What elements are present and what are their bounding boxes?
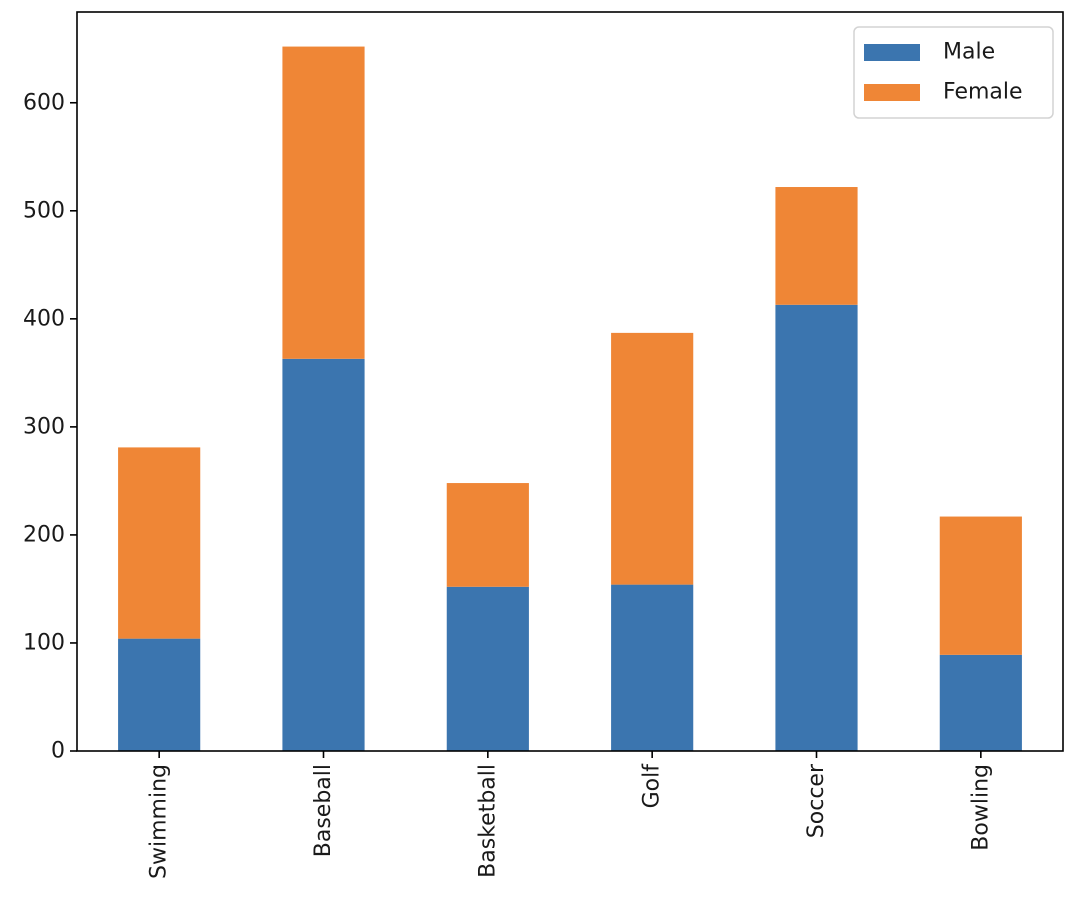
x-axis: Swimming Baseball Basketball Golf Soccer Bowl… [147,751,993,879]
legend-swatch-male [864,44,920,61]
bar-female-basketball [446,483,529,587]
legend-label-male: Male [943,40,995,65]
legend-label-female: Female [943,80,1023,105]
bar-male-soccer [775,304,858,751]
bar-male-basketball [446,586,529,751]
y-tick-label: 500 [23,198,65,223]
bar-male-bowling [939,654,1022,751]
x-tick-label-bowling: Bowling [968,764,993,851]
bar-female-bowling [939,516,1022,655]
y-tick-label: 0 [51,739,65,764]
bar-female-golf [611,332,694,585]
legend: Male Female [853,26,1054,119]
x-tick-label-baseball: Baseball [311,764,336,857]
bar-female-baseball [282,46,365,359]
y-axis: 0 100 200 300 400 500 600 [23,90,77,764]
plot-frame [76,11,1064,752]
y-tick-label: 300 [23,414,65,439]
y-tick-label: 100 [23,630,65,655]
y-tick-label: 400 [23,306,65,331]
y-tick-label: 200 [23,522,65,547]
bar-male-swimming [118,638,201,751]
bar-male-baseball [282,358,365,751]
bars-layer [118,46,1022,751]
y-tick-label: 600 [23,90,65,115]
x-tick-label-swimming: Swimming [147,764,172,879]
x-tick-label-soccer: Soccer [804,763,829,838]
x-tick-label-basketball: Basketball [475,764,500,878]
bar-female-swimming [118,447,201,639]
bar-male-golf [611,584,694,751]
x-tick-label-golf: Golf [640,763,665,809]
legend-swatch-female [864,84,920,101]
bar-female-soccer [775,187,858,305]
